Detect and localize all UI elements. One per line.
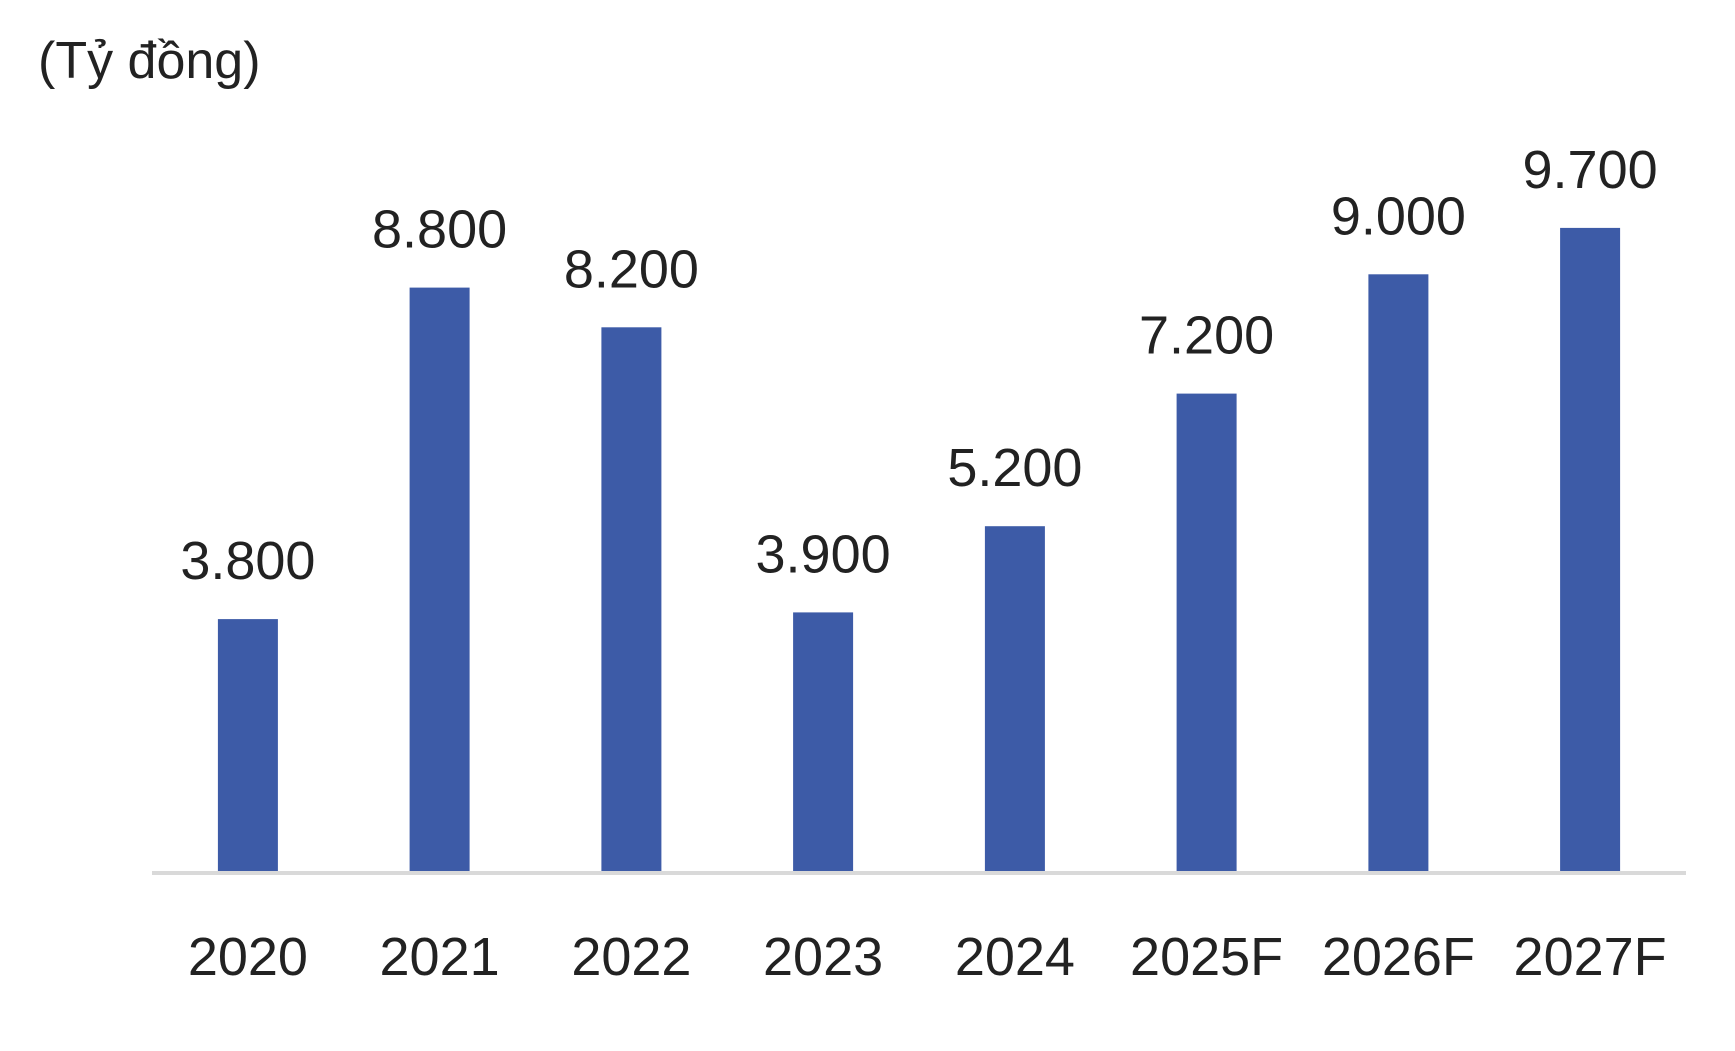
value-label-2026F: 9.000 xyxy=(1331,186,1466,246)
x-tick-label-2020: 2020 xyxy=(188,927,308,987)
bar-2027F xyxy=(1560,227,1621,871)
bar-2025F xyxy=(1176,393,1237,871)
x-tick-label-2023: 2023 xyxy=(763,927,883,987)
x-tick-label-2027F: 2027F xyxy=(1514,927,1667,987)
value-label-2025F: 7.200 xyxy=(1139,306,1274,366)
x-tick-label-2024: 2024 xyxy=(955,927,1075,987)
bar-2021 xyxy=(409,287,470,872)
bar-2022 xyxy=(601,327,662,871)
x-tick-label-2026F: 2026F xyxy=(1322,927,1475,987)
bars-layer xyxy=(217,227,1621,872)
value-label-2020: 3.800 xyxy=(180,531,315,591)
x-tick-label-2025F: 2025F xyxy=(1130,927,1283,987)
x-tick-label-2022: 2022 xyxy=(571,927,691,987)
bar-2023 xyxy=(793,612,854,871)
value-label-2023: 3.900 xyxy=(756,524,891,584)
x-tick-labels-layer: 2020 2021 2022 2023 2024 2025F 2026F 2027F xyxy=(188,927,1667,987)
value-label-2027F: 9.700 xyxy=(1523,140,1658,200)
value-labels-layer: 3.800 8.800 8.200 3.900 5.200 7.200 9.000 9.700 xyxy=(180,140,1657,591)
bar-2020 xyxy=(217,619,278,871)
x-tick-label-2021: 2021 xyxy=(380,927,500,987)
bar-2026F xyxy=(1368,274,1429,871)
value-label-2021: 8.800 xyxy=(372,200,507,260)
bar-2024 xyxy=(984,526,1045,871)
unit-label: (Tỷ đồng) xyxy=(38,32,261,90)
value-label-2024: 5.200 xyxy=(947,438,1082,498)
value-label-2022: 8.200 xyxy=(564,239,699,299)
